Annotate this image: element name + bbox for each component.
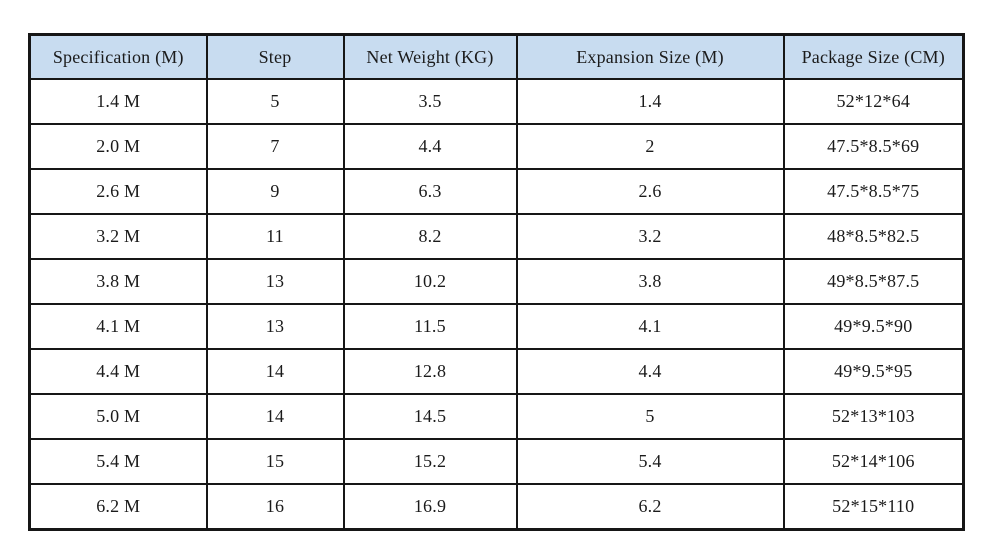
cell-specification: 1.4 M <box>28 78 208 125</box>
cell-step: 13 <box>205 303 345 350</box>
cell-specification: 6.2 M <box>28 483 208 531</box>
cell-step: 11 <box>205 213 345 260</box>
cell-net_weight: 6.3 <box>342 168 518 215</box>
cell-expansion_size: 3.2 <box>515 213 785 260</box>
cell-step: 5 <box>205 78 345 125</box>
cell-net_weight: 12.8 <box>342 348 518 395</box>
cell-package_size: 52*12*64 <box>782 78 965 125</box>
table-row: 6.2 M 16 16.9 6.2 52*15*110 <box>28 483 965 531</box>
cell-expansion_size: 1.4 <box>515 78 785 125</box>
cell-net_weight: 4.4 <box>342 123 518 170</box>
cell-package_size: 49*8.5*87.5 <box>782 258 965 305</box>
table-row: 3.8 M 13 10.2 3.8 49*8.5*87.5 <box>28 258 965 305</box>
cell-net_weight: 11.5 <box>342 303 518 350</box>
table-row: 2.6 M 9 6.3 2.6 47.5*8.5*75 <box>28 168 965 215</box>
column-header-expansion-size: Expansion Size (M) <box>515 33 785 80</box>
column-header-package-size: Package Size (CM) <box>782 33 965 80</box>
cell-specification: 5.4 M <box>28 438 208 485</box>
cell-specification: 4.4 M <box>28 348 208 395</box>
cell-step: 14 <box>205 348 345 395</box>
cell-expansion_size: 5.4 <box>515 438 785 485</box>
table-row: 2.0 M 7 4.4 2 47.5*8.5*69 <box>28 123 965 170</box>
table-row: 5.0 M 14 14.5 5 52*13*103 <box>28 393 965 440</box>
cell-package_size: 49*9.5*90 <box>782 303 965 350</box>
cell-expansion_size: 3.8 <box>515 258 785 305</box>
cell-net_weight: 15.2 <box>342 438 518 485</box>
column-header-net-weight: Net Weight (KG) <box>342 33 518 80</box>
cell-step: 9 <box>205 168 345 215</box>
table-row: 3.2 M 11 8.2 3.2 48*8.5*82.5 <box>28 213 965 260</box>
table-row: 4.1 M 13 11.5 4.1 49*9.5*90 <box>28 303 965 350</box>
cell-specification: 5.0 M <box>28 393 208 440</box>
cell-expansion_size: 4.4 <box>515 348 785 395</box>
column-header-step: Step <box>205 33 345 80</box>
cell-net_weight: 3.5 <box>342 78 518 125</box>
cell-specification: 2.6 M <box>28 168 208 215</box>
cell-package_size: 52*15*110 <box>782 483 965 531</box>
cell-package_size: 48*8.5*82.5 <box>782 213 965 260</box>
cell-package_size: 47.5*8.5*69 <box>782 123 965 170</box>
cell-specification: 2.0 M <box>28 123 208 170</box>
cell-step: 13 <box>205 258 345 305</box>
cell-specification: 3.2 M <box>28 213 208 260</box>
cell-package_size: 52*13*103 <box>782 393 965 440</box>
cell-expansion_size: 5 <box>515 393 785 440</box>
cell-specification: 3.8 M <box>28 258 208 305</box>
table-row: 5.4 M 15 15.2 5.4 52*14*106 <box>28 438 965 485</box>
cell-expansion_size: 6.2 <box>515 483 785 531</box>
specification-table: Specification (M) Step Net Weight (KG) E… <box>28 33 965 531</box>
table-row: 4.4 M 14 12.8 4.4 49*9.5*95 <box>28 348 965 395</box>
cell-step: 16 <box>205 483 345 531</box>
cell-net_weight: 14.5 <box>342 393 518 440</box>
cell-step: 15 <box>205 438 345 485</box>
cell-package_size: 52*14*106 <box>782 438 965 485</box>
cell-net_weight: 16.9 <box>342 483 518 531</box>
cell-expansion_size: 2.6 <box>515 168 785 215</box>
cell-package_size: 47.5*8.5*75 <box>782 168 965 215</box>
cell-expansion_size: 4.1 <box>515 303 785 350</box>
cell-net_weight: 10.2 <box>342 258 518 305</box>
table-row: 1.4 M 5 3.5 1.4 52*12*64 <box>28 78 965 125</box>
cell-step: 7 <box>205 123 345 170</box>
cell-specification: 4.1 M <box>28 303 208 350</box>
table-body: 1.4 M 5 3.5 1.4 52*12*64 2.0 M 7 4.4 2 47.5*8.5*6… <box>28 78 965 531</box>
table-header: Specification (M) Step Net Weight (KG) E… <box>28 33 965 80</box>
table-header-row: Specification (M) Step Net Weight (KG) E… <box>28 33 965 80</box>
cell-package_size: 49*9.5*95 <box>782 348 965 395</box>
cell-expansion_size: 2 <box>515 123 785 170</box>
cell-net_weight: 8.2 <box>342 213 518 260</box>
cell-step: 14 <box>205 393 345 440</box>
column-header-specification: Specification (M) <box>28 33 208 80</box>
